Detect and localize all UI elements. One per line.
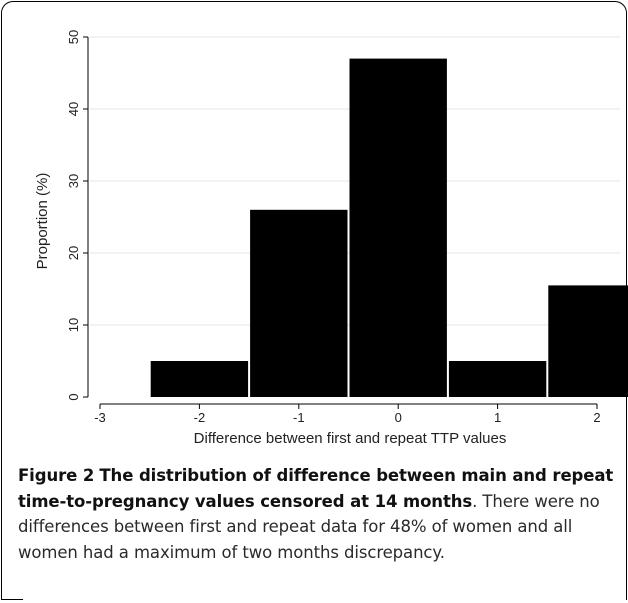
bar--2	[150, 361, 249, 397]
bar--1	[250, 209, 348, 397]
x-tick-label: 2	[593, 410, 600, 425]
y-tick-label: 50	[66, 30, 81, 44]
caption-title: The distribution of difference between m…	[18, 466, 614, 511]
bar-1	[448, 361, 547, 397]
y-tick-label: 10	[66, 318, 81, 332]
axes	[87, 37, 597, 405]
x-tick-label: 0	[395, 410, 402, 425]
y-tick-label: 30	[66, 174, 81, 188]
y-tick-label: 0	[66, 393, 81, 400]
y-tick-label: 40	[66, 102, 81, 116]
x-ticks: -3 -2 -1 0 1 2	[94, 404, 601, 425]
bar-2	[548, 285, 628, 397]
x-tick-label: -1	[293, 410, 305, 425]
figure-frame-bottom	[1, 599, 23, 600]
figure-caption: Figure 2 The distribution of difference …	[18, 463, 620, 565]
y-tick-label: 20	[66, 246, 81, 260]
x-tick-label: -2	[194, 410, 206, 425]
caption-label: Figure 2	[18, 466, 95, 485]
histogram-chart: 0 10 20 30 40 50 -3 -2 -1 0 1 2 Proportion (%) Dif…	[34, 30, 628, 447]
x-tick-label: 1	[494, 410, 501, 425]
bar-0	[349, 58, 447, 397]
y-axis-label: Proportion (%)	[34, 173, 51, 270]
bars	[150, 58, 628, 397]
x-tick-label: -3	[94, 410, 106, 425]
y-ticks: 0 10 20 30 40 50	[66, 30, 88, 401]
x-axis-label: Difference between first and repeat TTP …	[194, 430, 507, 447]
caption-body: . There were no differences between firs…	[18, 491, 600, 562]
